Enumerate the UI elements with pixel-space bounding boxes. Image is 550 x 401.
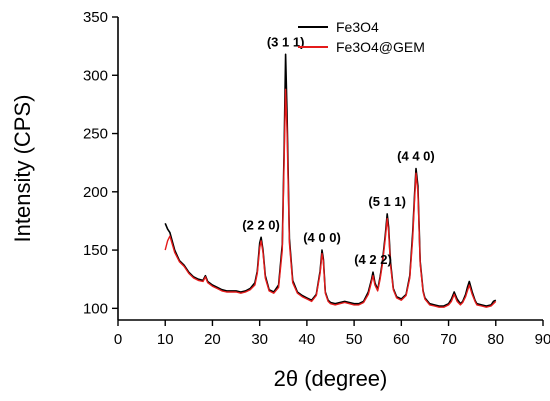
x-tick-label: 70 [440,331,457,348]
peak-label: (2 2 0) [242,217,280,232]
peak-label: (4 4 0) [397,149,435,164]
y-axis-title: Intensity (CPS) [10,95,35,243]
y-tick-label: 300 [83,67,108,84]
y-tick-label: 200 [83,184,108,201]
y-tick-label: 100 [83,300,108,317]
x-tick-label: 10 [157,331,174,348]
x-tick-label: 50 [346,331,363,348]
peak-label: (4 2 2) [354,252,392,267]
x-tick-label: 80 [487,331,504,348]
y-tick-label: 350 [83,9,108,26]
legend-label: Fe3O4 [336,19,379,35]
series-line-fe3o4-gem [164,88,497,308]
peak-label: (5 1 1) [368,194,406,209]
x-tick-label: 90 [535,331,550,348]
series-group [164,53,497,308]
axes: 0 10 20 30 40 50 60 70 80 90 100 150 200 250 300 350 [83,9,550,348]
x-tick-label: 20 [204,331,221,348]
y-tick-label: 150 [83,242,108,259]
x-tick-label: 60 [393,331,410,348]
peak-label: (4 0 0) [303,230,341,245]
peak-labels: (2 2 0) (3 1 1) (4 0 0) (4 2 2) (5 1 1) (4 4 … [242,34,434,267]
y-tick-label: 250 [83,126,108,143]
x-tick-label: 40 [299,331,316,348]
x-axis-title: 2θ (degree) [274,366,388,391]
peak-label: (3 1 1) [267,34,305,49]
x-tick-label: 30 [251,331,268,348]
legend: Fe3O4 Fe3O4@GEM [298,19,425,55]
legend-label: Fe3O4@GEM [336,39,425,55]
series-line-fe3o4 [164,53,497,307]
x-tick-label: 0 [114,331,122,348]
